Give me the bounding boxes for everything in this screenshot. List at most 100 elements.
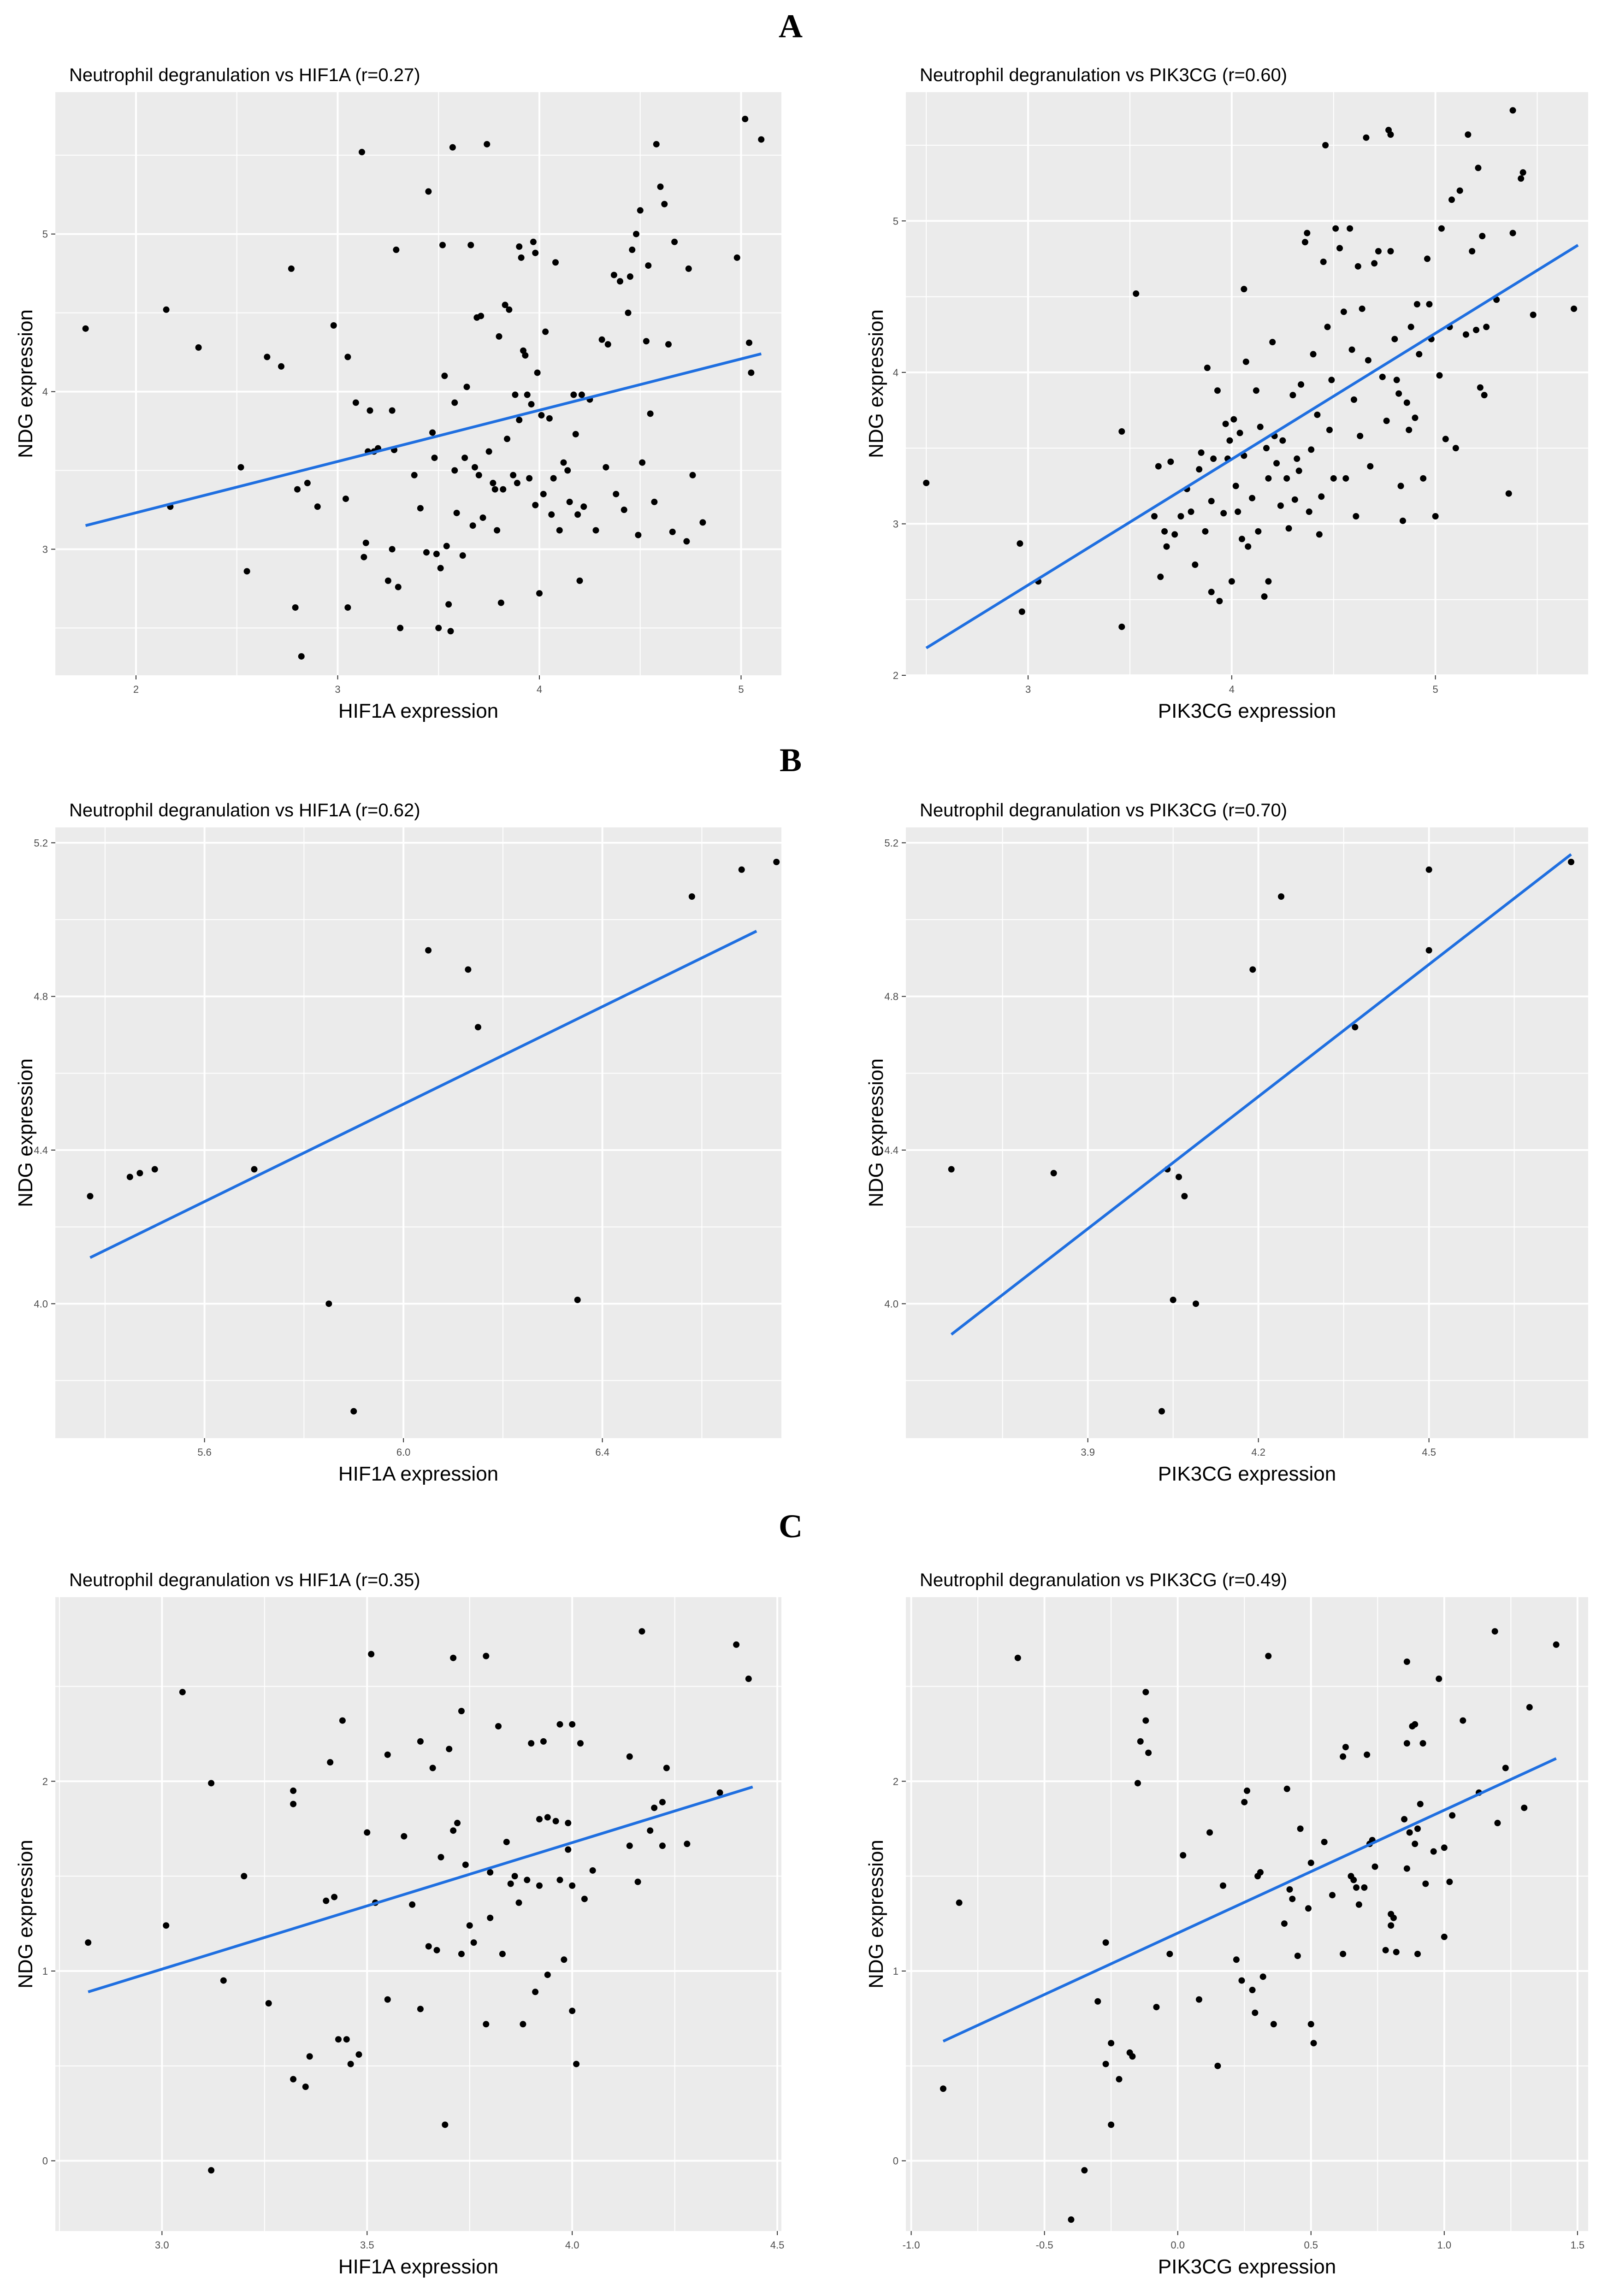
data-point xyxy=(1222,420,1229,427)
data-point xyxy=(592,527,599,534)
data-point xyxy=(699,519,706,526)
y-tick-label: 4.8 xyxy=(34,991,48,1003)
data-point xyxy=(469,522,476,529)
data-point xyxy=(573,2060,580,2067)
data-point xyxy=(1417,1800,1424,1807)
data-point xyxy=(494,527,501,534)
data-point xyxy=(1265,578,1272,585)
x-tick-label: 3 xyxy=(1025,684,1031,695)
data-point xyxy=(510,472,517,478)
data-point xyxy=(499,1950,506,1957)
data-point xyxy=(504,436,510,443)
y-tick-label: 4.0 xyxy=(884,1298,899,1310)
x-tick-label: 3.5 xyxy=(360,2239,374,2251)
data-point xyxy=(243,568,250,575)
data-point xyxy=(661,201,668,207)
chart-title: Neutrophil degranulation vs HIF1A (r=0.6… xyxy=(69,800,420,820)
data-point xyxy=(344,354,351,360)
data-point xyxy=(429,1765,436,1771)
x-tick-label: 4.0 xyxy=(565,2239,579,2251)
data-point xyxy=(389,407,396,414)
data-point xyxy=(1308,446,1315,453)
data-point xyxy=(626,1842,633,1849)
data-point xyxy=(657,183,664,190)
y-axis-label: NDG expression xyxy=(14,309,37,458)
y-tick-label: 4.8 xyxy=(884,991,899,1003)
data-point xyxy=(1235,508,1241,515)
data-point xyxy=(569,1882,576,1889)
data-point xyxy=(1413,301,1420,307)
chart-svg: 5.6 6.0 6.4 4.0 4.4 4.8 5.2 Neutrophil degranul… xyxy=(14,800,781,1485)
y-tick-label: 4.4 xyxy=(34,1145,48,1156)
data-point xyxy=(637,207,644,214)
data-point xyxy=(1329,1892,1336,1899)
x-tick-label: 2 xyxy=(133,684,139,695)
y-tick-label: 2 xyxy=(42,1776,48,1787)
data-point xyxy=(496,333,502,340)
data-point xyxy=(251,1166,258,1173)
data-point xyxy=(1204,365,1211,371)
data-point xyxy=(425,188,432,195)
data-point xyxy=(1145,1749,1152,1756)
y-tick-label: 1 xyxy=(42,1965,48,1977)
data-point xyxy=(1518,175,1525,182)
data-point xyxy=(542,328,549,335)
data-point xyxy=(1352,1024,1359,1031)
data-point xyxy=(552,1818,559,1824)
data-point xyxy=(634,1878,641,1885)
x-tick-label: 1.5 xyxy=(1571,2239,1585,2251)
data-point xyxy=(1170,1297,1176,1303)
plot-content xyxy=(906,92,1588,675)
data-point xyxy=(179,1688,186,1695)
data-point xyxy=(633,230,639,237)
data-point xyxy=(1393,1948,1400,1955)
data-point xyxy=(1273,460,1280,466)
data-point xyxy=(663,1765,670,1771)
data-point xyxy=(1340,1753,1347,1760)
data-point xyxy=(298,653,305,660)
data-point xyxy=(1357,432,1364,439)
data-point xyxy=(417,1738,424,1745)
data-point xyxy=(1328,377,1335,384)
data-point xyxy=(314,503,321,510)
data-point xyxy=(195,344,202,351)
data-point xyxy=(1379,373,1386,380)
x-axis-label: HIF1A expression xyxy=(338,2255,498,2278)
data-point xyxy=(339,1717,346,1724)
data-point xyxy=(1320,259,1327,265)
data-point xyxy=(1281,1920,1288,1927)
scatter-chart-a-hif1a: 2 3 4 5 3 4 5 Neutrophil degranulation vs HIF1A… xyxy=(0,55,793,738)
data-point xyxy=(536,1816,543,1823)
data-point xyxy=(512,391,519,398)
data-point xyxy=(1198,449,1205,456)
data-point xyxy=(1449,1812,1456,1819)
data-point xyxy=(1473,326,1480,333)
data-point xyxy=(1301,239,1308,246)
data-point xyxy=(518,254,525,261)
data-point xyxy=(1465,131,1472,138)
data-point xyxy=(1406,1829,1413,1836)
data-point xyxy=(1307,1859,1314,1866)
data-point xyxy=(1108,2121,1115,2128)
data-point xyxy=(294,486,301,493)
data-point xyxy=(1324,324,1331,331)
data-point xyxy=(548,511,555,518)
data-point xyxy=(552,259,559,266)
data-point xyxy=(467,242,474,248)
data-point xyxy=(1326,426,1333,433)
data-point xyxy=(1286,1886,1293,1893)
data-point xyxy=(487,1869,494,1876)
chart-title: Neutrophil degranulation vs HIF1A (r=0.3… xyxy=(69,1570,420,1590)
data-point xyxy=(1159,1408,1165,1415)
data-point xyxy=(1050,1170,1057,1176)
data-point xyxy=(1220,510,1227,517)
data-point xyxy=(347,2060,354,2067)
y-axis-label: NDG expression xyxy=(14,1058,37,1207)
data-point xyxy=(220,1977,227,1984)
data-point xyxy=(1310,351,1317,358)
data-point xyxy=(367,407,373,414)
data-point xyxy=(1151,513,1158,519)
data-point xyxy=(1452,445,1459,452)
data-point xyxy=(1133,290,1140,297)
data-point xyxy=(1102,2060,1109,2067)
